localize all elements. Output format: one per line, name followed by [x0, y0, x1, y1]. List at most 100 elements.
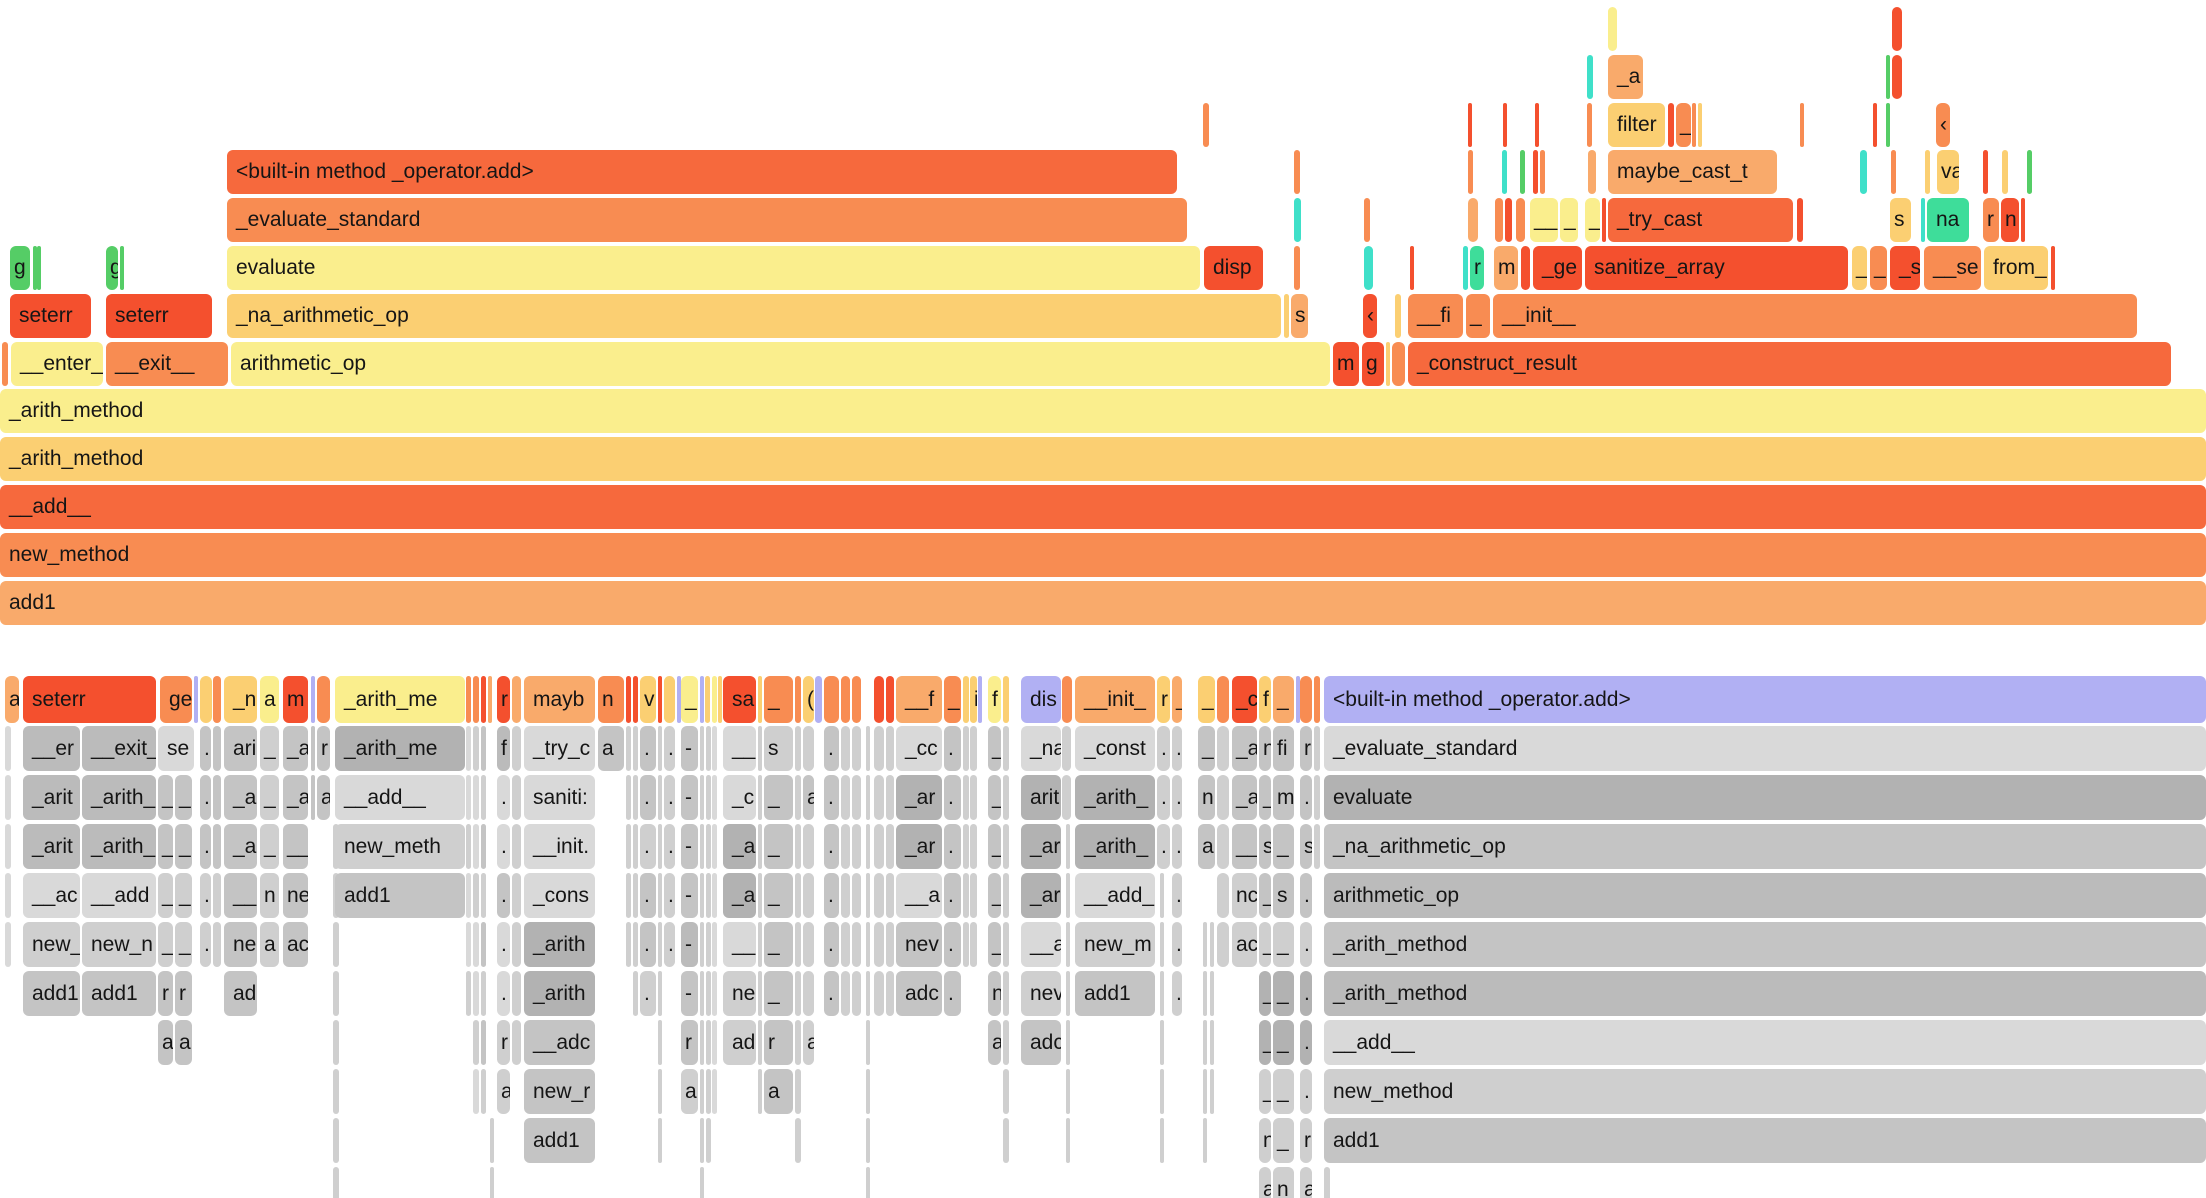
callee-frame[interactable]	[658, 1069, 662, 1114]
callee-frame[interactable]	[700, 971, 704, 1016]
flame-frame[interactable]	[1892, 7, 1902, 51]
callee-frame[interactable]	[866, 922, 870, 967]
callee-frame[interactable]: r	[158, 971, 173, 1016]
callee-frame[interactable]	[700, 775, 704, 820]
flame-frame[interactable]: _construct_result	[1408, 341, 2171, 386]
callee-frame[interactable]	[1003, 775, 1009, 820]
callee-frame[interactable]	[803, 971, 814, 1016]
callee-frame[interactable]	[866, 726, 870, 771]
flame-frame[interactable]	[1540, 150, 1545, 195]
callee-frame[interactable]	[706, 873, 711, 918]
flame-frame[interactable]: ‹	[1936, 102, 1950, 147]
callee-header-frame[interactable]	[664, 676, 675, 723]
callee-frame[interactable]: _	[1273, 1069, 1294, 1114]
callee-frame[interactable]: n	[260, 873, 279, 918]
callee-frame[interactable]: _arith_method	[1324, 922, 2206, 967]
callee-header-frame[interactable]	[758, 676, 762, 723]
callee-frame[interactable]: _	[988, 775, 1001, 820]
callee-frame[interactable]	[970, 873, 977, 918]
callee-frame[interactable]: __add_	[1075, 873, 1155, 918]
callee-header-frame[interactable]: _	[681, 676, 698, 723]
callee-frame[interactable]	[841, 971, 850, 1016]
callee-header-frame[interactable]	[213, 676, 221, 723]
callee-header-frame[interactable]	[852, 676, 861, 723]
callee-frame[interactable]: .	[1172, 873, 1182, 918]
callee-frame[interactable]: ne	[283, 873, 308, 918]
flame-frame[interactable]	[1535, 102, 1539, 147]
callee-frame[interactable]: nev	[896, 922, 942, 967]
callee-header-frame[interactable]	[488, 676, 492, 723]
callee-frame[interactable]	[1066, 922, 1070, 967]
callee-frame[interactable]: .	[944, 971, 961, 1016]
flame-frame[interactable]: seterr	[10, 293, 91, 338]
callee-frame[interactable]	[1160, 1069, 1164, 1114]
flame-frame[interactable]	[1886, 54, 1890, 99]
callee-frame[interactable]	[700, 922, 704, 967]
flame-frame[interactable]	[2002, 150, 2008, 195]
callee-frame[interactable]	[311, 726, 315, 771]
callee-header-frame[interactable]: r	[497, 676, 510, 723]
callee-frame[interactable]: _arit	[23, 824, 80, 869]
callee-frame[interactable]: _	[764, 824, 793, 869]
callee-frame[interactable]	[712, 971, 717, 1016]
callee-frame[interactable]	[466, 971, 471, 1016]
callee-frame[interactable]: .	[944, 775, 961, 820]
callee-frame[interactable]: r	[175, 971, 192, 1016]
callee-frame[interactable]	[795, 775, 801, 820]
callee-frame[interactable]: __adc	[524, 1020, 595, 1065]
callee-frame[interactable]: r	[497, 1020, 510, 1065]
callee-frame[interactable]: _a	[723, 873, 756, 918]
flame-frame[interactable]	[1410, 246, 1414, 290]
flame-frame[interactable]	[1668, 102, 1674, 147]
callee-frame[interactable]: -	[681, 775, 698, 820]
callee-frame[interactable]: .	[944, 873, 961, 918]
flame-frame[interactable]: _ge	[1533, 246, 1582, 290]
callee-frame[interactable]	[213, 873, 221, 918]
callee-frame[interactable]	[758, 775, 762, 820]
callee-frame[interactable]	[490, 1167, 494, 1198]
callee-frame[interactable]	[1217, 726, 1229, 771]
callee-frame[interactable]	[866, 1069, 870, 1114]
callee-frame[interactable]: .	[1300, 971, 1312, 1016]
callee-frame[interactable]: .	[497, 824, 510, 869]
callee-frame[interactable]: .	[640, 775, 656, 820]
callee-frame[interactable]: .	[664, 873, 675, 918]
flame-frame[interactable]: from_	[1984, 246, 2048, 290]
callee-frame[interactable]: .	[1300, 775, 1312, 820]
callee-frame[interactable]	[795, 824, 801, 869]
flame-frame[interactable]	[1503, 102, 1507, 147]
callee-frame[interactable]: _	[260, 775, 279, 820]
callee-frame[interactable]	[706, 922, 711, 967]
callee-frame[interactable]: _	[988, 873, 1001, 918]
callee-frame[interactable]: a	[803, 1020, 814, 1065]
callee-frame[interactable]: .	[640, 873, 656, 918]
callee-frame[interactable]: _	[1259, 873, 1271, 918]
callee-frame[interactable]: _a	[224, 775, 257, 820]
flame-frame[interactable]: _	[1466, 293, 1490, 338]
callee-frame[interactable]	[311, 775, 315, 820]
callee-frame[interactable]: _evaluate_standard	[1324, 726, 2206, 771]
callee-frame[interactable]	[512, 873, 521, 918]
callee-frame[interactable]	[213, 726, 221, 771]
callee-frame[interactable]	[481, 971, 486, 1016]
callee-frame[interactable]: a	[681, 1069, 698, 1114]
callee-frame[interactable]	[712, 824, 717, 869]
callee-frame[interactable]	[481, 726, 486, 771]
callee-frame[interactable]	[852, 873, 861, 918]
callee-frame[interactable]	[333, 1020, 339, 1065]
flame-frame[interactable]	[2051, 246, 2055, 290]
callee-frame[interactable]	[633, 726, 638, 771]
callee-frame[interactable]	[970, 775, 977, 820]
callee-frame[interactable]: _arith_	[82, 775, 156, 820]
callee-frame[interactable]	[706, 971, 711, 1016]
callee-frame[interactable]	[700, 1020, 704, 1065]
callee-frame[interactable]	[1314, 824, 1320, 869]
callee-frame[interactable]: .	[497, 775, 510, 820]
callee-frame[interactable]: a	[598, 726, 624, 771]
callee-frame[interactable]	[1062, 775, 1071, 820]
flame-frame[interactable]	[1395, 293, 1401, 338]
callee-header-frame[interactable]: _	[1273, 676, 1294, 723]
callee-header-frame[interactable]	[795, 676, 801, 723]
callee-frame[interactable]: _ar	[896, 824, 942, 869]
callee-frame[interactable]: .	[824, 971, 839, 1016]
